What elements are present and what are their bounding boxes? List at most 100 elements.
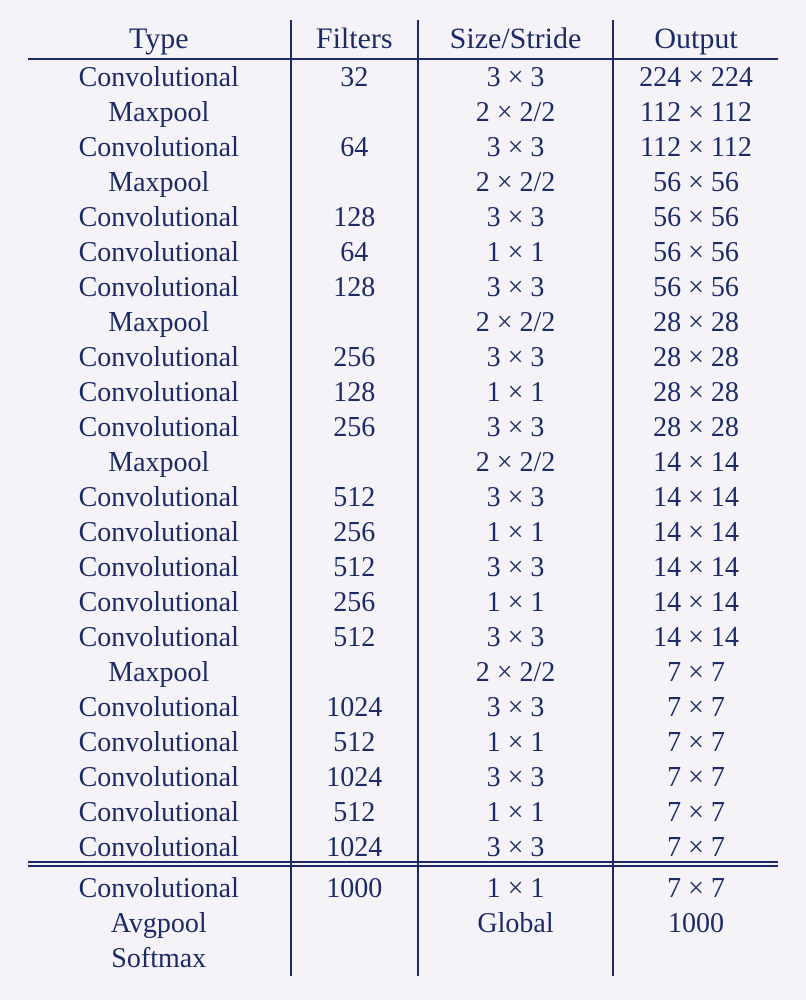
cell-type: Maxpool [28, 95, 291, 130]
cell-filters: 512 [291, 480, 419, 515]
cell-size: 1 × 1 [418, 585, 613, 620]
cell-type: Avgpool [28, 906, 291, 941]
cell-filters: 128 [291, 375, 419, 410]
cell-size: 2 × 2/2 [418, 445, 613, 480]
table-row: Softmax [28, 941, 778, 976]
table-row: Convolutional10243 × 37 × 7 [28, 690, 778, 725]
cell-filters [291, 95, 419, 130]
cell-output: 56 × 56 [613, 235, 778, 270]
cell-filters [291, 906, 419, 941]
cell-size: 1 × 1 [418, 866, 613, 906]
table-row: Convolutional10001 × 17 × 7 [28, 866, 778, 906]
cell-output: 7 × 7 [613, 725, 778, 760]
cell-size: 3 × 3 [418, 550, 613, 585]
table-row: Convolutional1283 × 356 × 56 [28, 200, 778, 235]
table-header-row: Type Filters Size/Stride Output [28, 20, 778, 59]
cell-type: Maxpool [28, 165, 291, 200]
cell-type: Convolutional [28, 340, 291, 375]
cell-type: Maxpool [28, 445, 291, 480]
cell-filters: 256 [291, 585, 419, 620]
cell-size: 3 × 3 [418, 760, 613, 795]
cell-type: Convolutional [28, 760, 291, 795]
cell-filters: 1024 [291, 760, 419, 795]
cell-output: 14 × 14 [613, 445, 778, 480]
table-row: Convolutional5123 × 314 × 14 [28, 550, 778, 585]
cell-filters: 1000 [291, 866, 419, 906]
table-row: Maxpool 2 × 2/256 × 56 [28, 165, 778, 200]
cell-filters: 512 [291, 550, 419, 585]
col-header-filters: Filters [291, 20, 419, 59]
cell-output: 28 × 28 [613, 340, 778, 375]
col-header-output: Output [613, 20, 778, 59]
cell-size: 3 × 3 [418, 200, 613, 235]
cell-output [613, 941, 778, 976]
cell-type: Convolutional [28, 690, 291, 725]
cell-filters: 256 [291, 410, 419, 445]
cell-output: 7 × 7 [613, 866, 778, 906]
col-header-type: Type [28, 20, 291, 59]
cell-filters [291, 165, 419, 200]
cell-output: 112 × 112 [613, 95, 778, 130]
cell-type: Softmax [28, 941, 291, 976]
cell-type: Convolutional [28, 795, 291, 830]
cell-size: 3 × 3 [418, 130, 613, 165]
cell-type: Convolutional [28, 480, 291, 515]
cell-type: Convolutional [28, 585, 291, 620]
table-row: Convolutional641 × 156 × 56 [28, 235, 778, 270]
table-row: Convolutional323 × 3224 × 224 [28, 59, 778, 95]
cell-output: 28 × 28 [613, 410, 778, 445]
cell-output: 56 × 56 [613, 165, 778, 200]
cell-size: 1 × 1 [418, 795, 613, 830]
table-row: Convolutional2563 × 328 × 28 [28, 340, 778, 375]
cell-size: 2 × 2/2 [418, 655, 613, 690]
cell-type: Maxpool [28, 655, 291, 690]
cell-size: 1 × 1 [418, 375, 613, 410]
cell-size: 3 × 3 [418, 340, 613, 375]
cell-output: 14 × 14 [613, 620, 778, 655]
table-row: Convolutional2561 × 114 × 14 [28, 515, 778, 550]
cell-size: 2 × 2/2 [418, 165, 613, 200]
cell-filters: 512 [291, 795, 419, 830]
cell-size: 3 × 3 [418, 410, 613, 445]
cell-filters: 32 [291, 59, 419, 95]
cell-filters: 256 [291, 340, 419, 375]
cell-type: Convolutional [28, 410, 291, 445]
cell-filters: 128 [291, 270, 419, 305]
cell-type: Convolutional [28, 270, 291, 305]
cell-filters [291, 305, 419, 340]
cell-size: 3 × 3 [418, 480, 613, 515]
table-row: Convolutional5121 × 17 × 7 [28, 795, 778, 830]
table-row: Avgpool Global1000 [28, 906, 778, 941]
cell-filters: 1024 [291, 690, 419, 725]
table-row: Convolutional5121 × 17 × 7 [28, 725, 778, 760]
cell-type: Convolutional [28, 375, 291, 410]
cell-size: 3 × 3 [418, 270, 613, 305]
cell-size: 3 × 3 [418, 690, 613, 725]
table-row: Maxpool 2 × 2/27 × 7 [28, 655, 778, 690]
cell-output: 14 × 14 [613, 480, 778, 515]
table-row: Convolutional5123 × 314 × 14 [28, 480, 778, 515]
cell-type: Convolutional [28, 550, 291, 585]
cell-filters: 64 [291, 130, 419, 165]
table-row: Maxpool2 × 2/2112 × 112 [28, 95, 778, 130]
cell-output: 14 × 14 [613, 585, 778, 620]
cell-output: 14 × 14 [613, 550, 778, 585]
cell-size: 3 × 3 [418, 620, 613, 655]
cell-output: 14 × 14 [613, 515, 778, 550]
cell-type: Convolutional [28, 515, 291, 550]
table-row: Convolutional1283 × 356 × 56 [28, 270, 778, 305]
table-row: Maxpool 2 × 2/214 × 14 [28, 445, 778, 480]
cell-filters [291, 655, 419, 690]
cell-output: 7 × 7 [613, 655, 778, 690]
cell-type: Convolutional [28, 59, 291, 95]
cell-type: Convolutional [28, 235, 291, 270]
cell-size: Global [418, 906, 613, 941]
cell-size: 1 × 1 [418, 515, 613, 550]
table-row: Maxpool2 × 2/228 × 28 [28, 305, 778, 340]
cell-type: Convolutional [28, 130, 291, 165]
cell-type: Convolutional [28, 620, 291, 655]
cell-output: 112 × 112 [613, 130, 778, 165]
col-header-size: Size/Stride [418, 20, 613, 59]
cell-output: 1000 [613, 906, 778, 941]
cell-filters: 512 [291, 620, 419, 655]
